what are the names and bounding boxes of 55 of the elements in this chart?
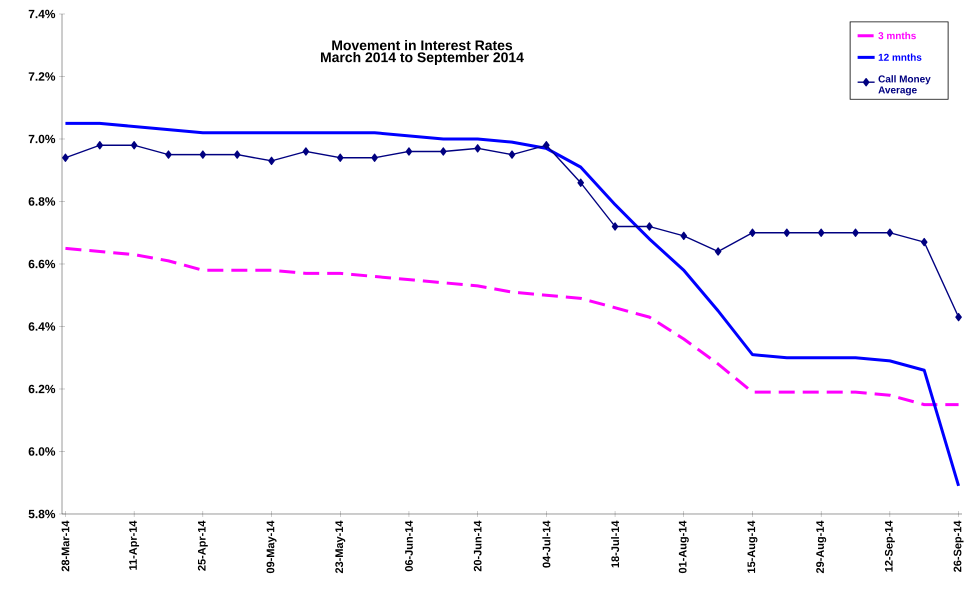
x-tick-label: 12-Sep-14: [884, 520, 895, 572]
x-tick-label: 28-Mar-14: [62, 520, 70, 572]
point: [130, 141, 138, 150]
x-tick-label: 15-Aug-14: [748, 520, 758, 573]
point: [62, 154, 69, 162]
x-tick-label: 09-May-14: [266, 520, 276, 574]
legend-label: Call Money Average: [878, 75, 931, 96]
point: [165, 150, 172, 159]
point: [234, 150, 241, 159]
point: [440, 147, 447, 156]
point: [474, 144, 481, 153]
point: [680, 232, 688, 240]
point: [852, 228, 859, 237]
point: [508, 150, 516, 159]
point: [818, 228, 824, 237]
text: Movement in Interest Rates: [332, 40, 512, 50]
point: [96, 141, 104, 150]
point: [749, 228, 756, 237]
y-tick-label: 6.4%: [28, 322, 56, 331]
point: [646, 222, 653, 231]
y-tick-label: 6.8%: [28, 197, 56, 206]
point: [302, 147, 310, 156]
point: [200, 150, 206, 159]
y-tick-label: 7.2%: [28, 72, 56, 81]
point: [612, 222, 618, 231]
point: [783, 228, 790, 237]
point: [886, 228, 894, 237]
y-tick-label: 6.0%: [28, 447, 56, 456]
point: [955, 312, 962, 322]
x-tick-label: 01-Aug-14: [678, 520, 689, 574]
x-tick-label: 23-May-14: [335, 520, 346, 574]
y-tick-label: 6.2%: [28, 384, 56, 394]
x-tick-label: 11-Apr-14: [129, 520, 140, 570]
text: March 2014 to September 2014: [320, 52, 524, 65]
point: [371, 154, 378, 162]
y-tick-label: 7.0%: [28, 134, 56, 144]
x-tick-label: 04-Jul-14: [542, 520, 550, 568]
point: [336, 154, 344, 162]
legend-label: 3 mnths: [878, 32, 916, 40]
legend-label: 12 mnths: [878, 54, 922, 61]
x-tick-label: 26-Sep-14: [954, 520, 964, 572]
point: [920, 238, 928, 246]
x-tick-label: 20-Jun-14: [474, 520, 482, 572]
y-tick-label: 7.4%: [28, 10, 56, 18]
y-tick-label: 6.6%: [28, 260, 56, 268]
x-tick-label: 29-Aug-14: [816, 520, 826, 574]
y-tick-label: 5.8%: [28, 510, 56, 518]
x-tick-label: 25-Apr-14: [198, 520, 208, 571]
x-tick-label: 06-Jun-14: [405, 520, 413, 572]
point: [543, 141, 550, 150]
point: [714, 247, 722, 256]
x-tick-label: 18-Jul-14: [611, 520, 620, 568]
point: [406, 147, 412, 156]
point: [577, 178, 584, 187]
point: [268, 156, 275, 166]
